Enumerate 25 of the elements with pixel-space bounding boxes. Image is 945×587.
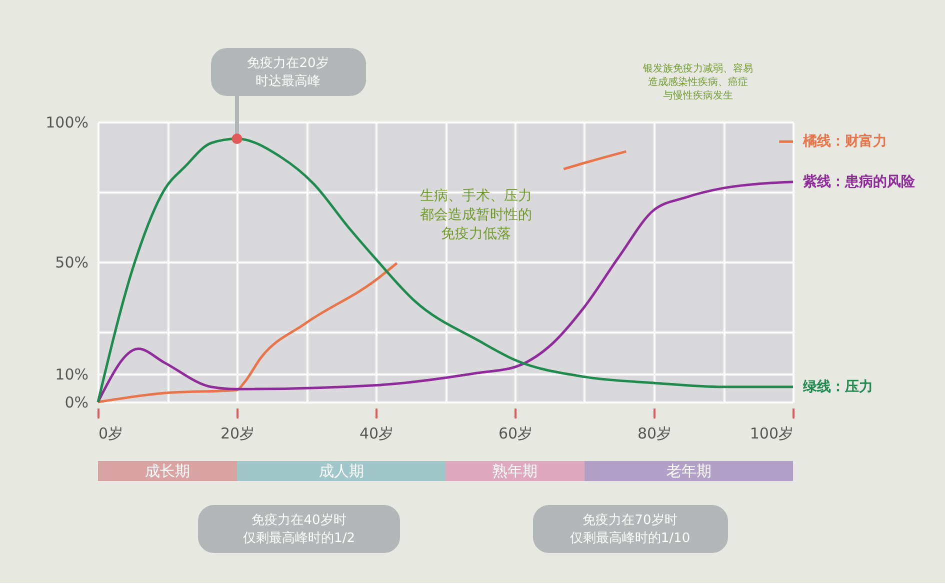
series-label: 绿线：压力 <box>802 378 873 395</box>
x-tick-label: 0岁 <box>98 424 124 442</box>
series-label: 成长期 <box>145 462 190 480</box>
series-label: 熟年期 <box>492 462 538 480</box>
y-tick-label: 50% <box>55 254 88 272</box>
x-tick-label: 60岁 <box>498 424 533 442</box>
y-tick-label: 100% <box>46 114 88 132</box>
x-tick-label: 40岁 <box>359 424 394 442</box>
series-label: 成人期 <box>318 462 364 480</box>
y-tick-label: 10% <box>55 366 88 384</box>
x-tick-label: 80岁 <box>637 424 672 442</box>
series-label: 紫线：患病的风险 <box>802 172 916 190</box>
series-label: 橘线：财富力 <box>802 132 887 150</box>
bar <box>98 461 237 481</box>
bar <box>237 461 446 481</box>
annotation: 免疫力在20岁时达最高峰 <box>247 56 329 89</box>
series-label: 老年期 <box>666 462 712 480</box>
y-tick-label: 0% <box>64 394 88 412</box>
text: 银发族免疫力减弱、容易造成感染性疾病、癌症与慢性疾病发生 <box>642 62 753 102</box>
bar <box>584 461 793 481</box>
text: 免疫力在70岁时仅剩最高峰时的1/10 <box>570 513 690 546</box>
x-tick-label: 20岁 <box>220 424 255 442</box>
annotation: 生病、手术、压力都会造成暂时性的免疫力低落 <box>420 188 532 242</box>
text: 免疫力在40岁时仅剩最高峰时的1/2 <box>243 513 355 546</box>
x-tick-label: 100岁 <box>750 424 794 442</box>
